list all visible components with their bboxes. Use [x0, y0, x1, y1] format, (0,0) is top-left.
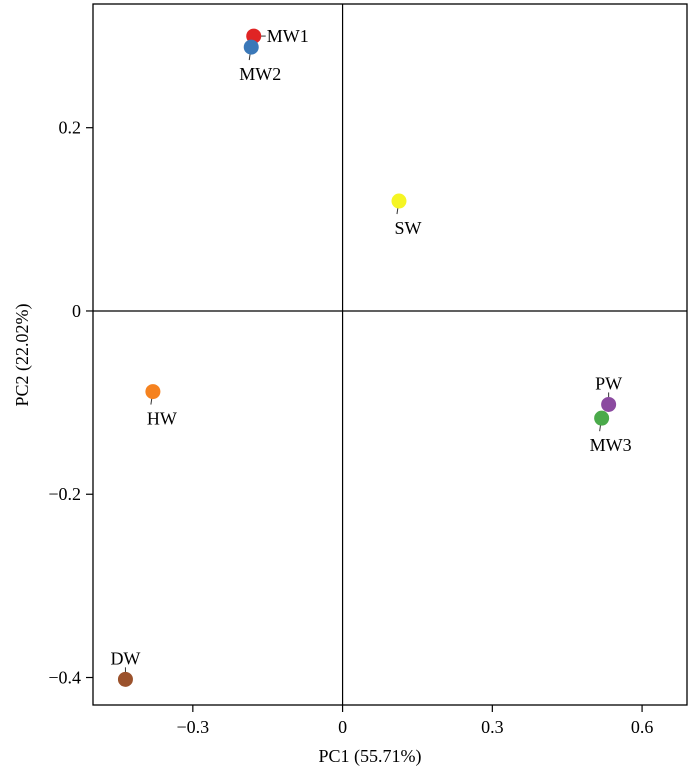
x-tick-label: −0.3: [177, 717, 210, 737]
plot-frame: [92, 3, 688, 706]
x-axis-label: PC1 (55.71%): [319, 746, 422, 767]
data-point-mw2: MW2: [239, 39, 281, 84]
point-label: MW3: [590, 435, 632, 455]
y-axis: −0.4 −0.2 0 0.2: [48, 118, 93, 688]
point-marker: [391, 193, 407, 209]
data-point-dw: DW: [110, 648, 140, 687]
point-label: SW: [394, 218, 421, 238]
point-label: DW: [110, 648, 140, 668]
data-point-pw: PW: [595, 373, 622, 412]
x-tick-label: 0.6: [631, 717, 654, 737]
x-axis: −0.3 0 0.3 0.6: [177, 705, 654, 737]
data-point-hw: HW: [145, 384, 177, 429]
data-points: MW1 MW2 SW HW PW MW3 DW: [110, 26, 632, 687]
data-point-sw: SW: [391, 193, 421, 238]
y-tick-label: 0: [72, 301, 81, 321]
x-tick-label: 0.3: [481, 717, 504, 737]
point-marker: [117, 671, 133, 687]
point-marker: [601, 396, 617, 412]
point-marker: [594, 410, 610, 426]
point-label: PW: [595, 373, 622, 393]
point-label: MW2: [239, 64, 281, 84]
y-tick-label: −0.4: [48, 668, 81, 688]
point-marker: [243, 39, 259, 55]
y-tick-label: 0.2: [59, 118, 82, 138]
data-point-mw3: MW3: [590, 410, 632, 455]
x-tick-label: 0: [338, 717, 347, 737]
point-label: HW: [147, 409, 177, 429]
point-marker: [145, 384, 161, 400]
zero-lines: [93, 4, 687, 705]
y-tick-label: −0.2: [48, 484, 81, 504]
y-axis-label: PC2 (22.02%): [12, 303, 33, 406]
point-label: MW1: [267, 26, 309, 46]
